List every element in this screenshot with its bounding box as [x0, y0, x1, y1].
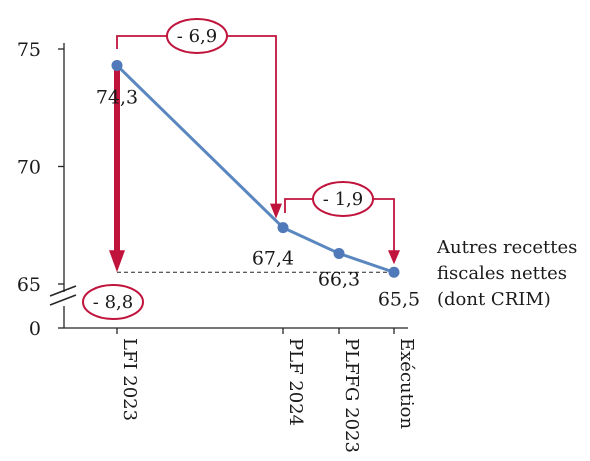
data-labels: 74,3 67,4 66,3 65,5	[96, 86, 420, 310]
axes	[49, 43, 408, 329]
data-point	[333, 247, 345, 259]
legend-line-1: Autres recettes	[436, 237, 577, 258]
series-line-group	[115, 64, 395, 274]
bracket-69	[116, 35, 277, 206]
data-label: 66,3	[318, 268, 360, 290]
y-ticks: 0 65 70 75	[17, 39, 64, 340]
y-tick-label: 65	[17, 274, 41, 296]
data-point	[277, 222, 289, 234]
data-label: 74,3	[96, 86, 138, 108]
x-category-label: PLF 2024	[285, 338, 306, 426]
y-tick-label: 0	[29, 318, 41, 340]
data-label: 65,5	[378, 288, 420, 310]
arrowhead	[270, 203, 282, 219]
data-label: 67,4	[252, 248, 294, 270]
annotation-88-label: - 8,8	[93, 292, 133, 313]
annotation-88-bubble	[82, 284, 144, 320]
y-tick-label: 75	[17, 39, 41, 61]
legend-line-3: (dont CRIM)	[437, 289, 551, 310]
x-category-label: Exécution	[396, 338, 417, 429]
x-categories: LFI 2023 PLF 2024 PLFFG 2023 Exécution	[116, 328, 417, 453]
data-point	[388, 266, 400, 278]
annotations: - 6,9 - 1,9 - 8,8	[82, 18, 400, 320]
x-category-label: LFI 2023	[119, 338, 140, 421]
arrowhead	[109, 250, 125, 273]
x-category-label: PLFFG 2023	[341, 338, 362, 453]
annotation-69-label: - 6,9	[177, 26, 217, 47]
annotation-19-label: - 1,9	[323, 189, 363, 210]
data-points	[111, 59, 400, 278]
y-tick-label: 70	[17, 157, 41, 179]
annotation-69-bubble	[166, 18, 228, 54]
arrowhead	[388, 250, 400, 265]
annotation-19-bubble	[312, 181, 374, 217]
data-point	[111, 59, 123, 71]
axis-break-icon	[49, 285, 77, 306]
legend-line-2: fiscales nettes	[437, 263, 567, 284]
series-line	[115, 64, 395, 274]
legend: Autres recettes fiscales nettes (dont CR…	[436, 237, 577, 310]
